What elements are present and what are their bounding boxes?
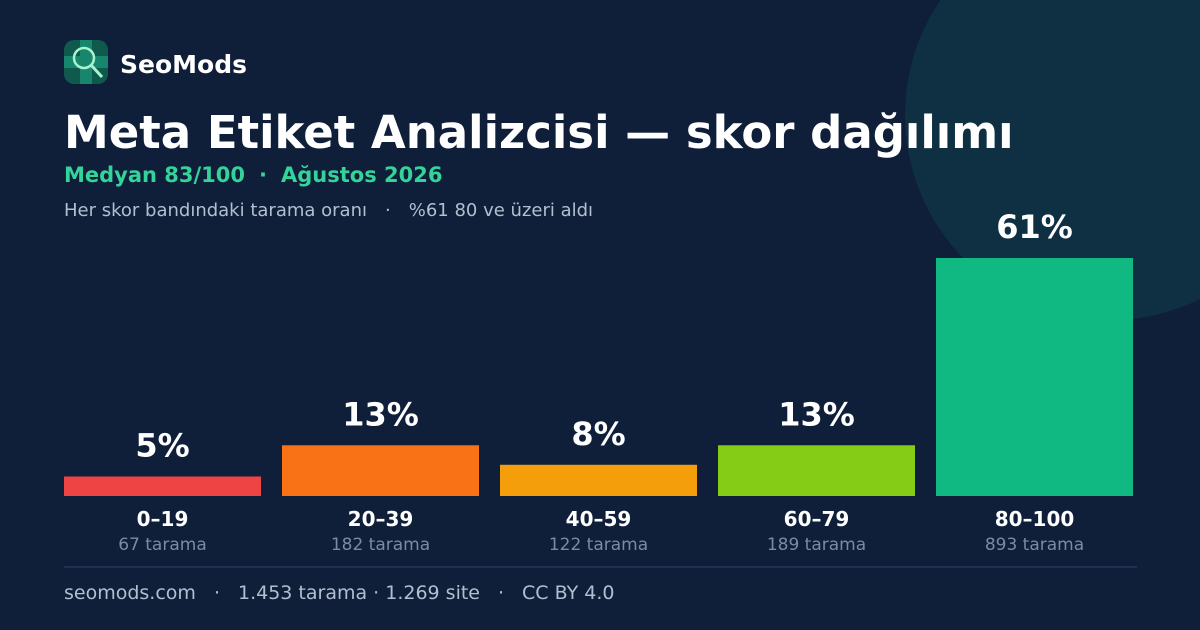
bar: [936, 258, 1133, 496]
footer-part: 1.453 tarama · 1.269 site: [238, 582, 480, 604]
count-label: 67 tarama: [118, 535, 207, 555]
value-label: 13%: [778, 395, 855, 433]
brand: SeoMods: [120, 50, 247, 79]
subtitle-part: Ağustos 2026: [281, 163, 442, 187]
description: Her skor bandındaki tarama oranı · %61 80 …: [64, 200, 593, 221]
count-label: 122 tarama: [549, 535, 648, 555]
footer-part: CC BY 4.0: [522, 582, 614, 604]
bar: [282, 445, 479, 496]
description-part: Her skor bandındaki tarama oranı: [64, 200, 367, 221]
x-tick-label: 20–39: [348, 507, 414, 531]
bar: [64, 476, 261, 496]
separator: ·: [259, 163, 267, 187]
count-label: 893 tarama: [985, 535, 1084, 555]
chart-title: Meta Etiket Analizcisi — skor dağılımı: [64, 106, 1014, 159]
decor-circle: [905, 0, 1200, 320]
count-label: 189 tarama: [767, 535, 866, 555]
value-label: 5%: [135, 426, 189, 464]
footer: seomods.com · 1.453 tarama · 1.269 site · CC…: [64, 582, 614, 604]
separator: ·: [498, 582, 504, 604]
count-label: 182 tarama: [331, 535, 430, 555]
subtitle: Medyan 83/100 · Ağustos 2026: [64, 163, 442, 187]
x-tick-label: 80–100: [995, 507, 1075, 531]
footer-part: seomods.com: [64, 582, 196, 604]
value-label: 13%: [342, 395, 419, 433]
bar: [500, 464, 697, 496]
separator: ·: [385, 200, 391, 221]
x-tick-label: 40–59: [566, 507, 632, 531]
bar: [718, 445, 915, 496]
x-tick-label: 0–19: [137, 507, 189, 531]
logo: [64, 40, 108, 84]
value-label: 61%: [996, 208, 1073, 246]
x-tick-label: 60–79: [784, 507, 850, 531]
separator: ·: [214, 582, 220, 604]
value-label: 8%: [571, 415, 625, 453]
subtitle-part: Medyan 83/100: [64, 163, 245, 187]
description-part: %61 80 ve üzeri aldı: [409, 200, 593, 221]
